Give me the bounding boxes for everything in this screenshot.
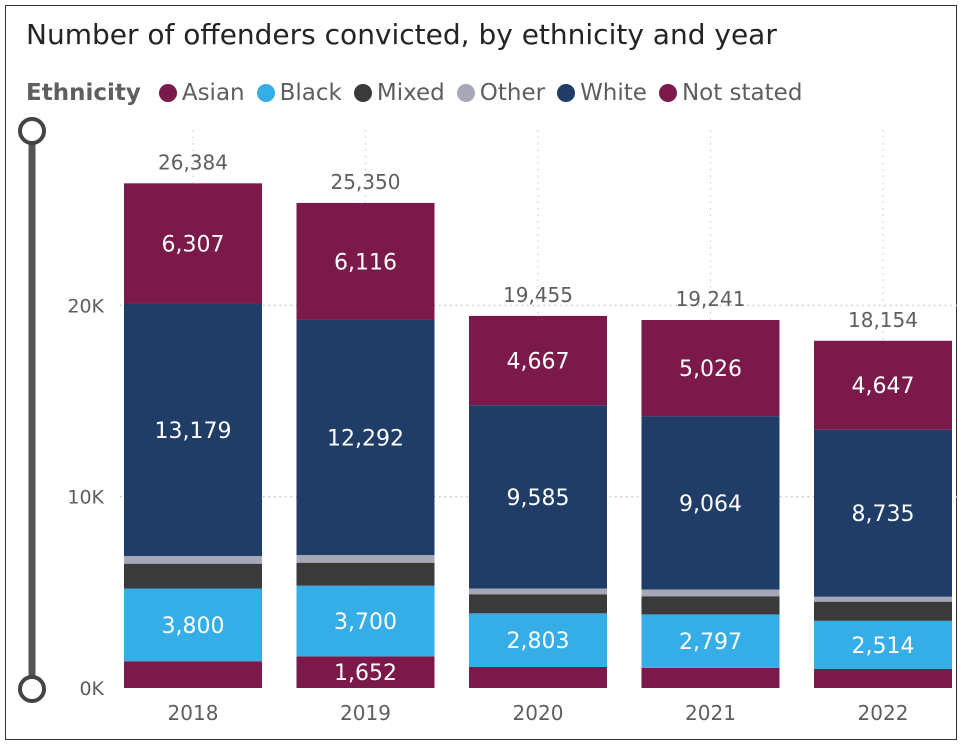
chart-title: Number of offenders convicted, by ethnic… [26,18,777,51]
bar-segment-white[interactable] [296,319,435,556]
x-tick-label: 2021 [685,701,736,725]
legend-label-asian: Asian [181,80,245,106]
bar-segment-mixed[interactable] [296,562,435,586]
x-tick-label: 2018 [168,701,219,725]
bar-segment-not-stated[interactable] [124,183,262,304]
data-label: 8,735 [852,502,915,527]
bar-segment-mixed[interactable] [814,601,952,621]
bar-segment-asian[interactable] [469,666,607,688]
bar-segment-black[interactable] [469,613,607,667]
legend: Ethnicity Asian Black Mixed Other White … [26,80,814,106]
legend-item-not-stated[interactable]: Not stated [658,80,803,106]
legend-label-not-stated: Not stated [681,80,803,106]
legend-dot-other [456,84,475,102]
data-label: 4,647 [852,374,915,399]
legend-item-mixed[interactable]: Mixed [353,80,445,106]
bar-segment-asian[interactable] [296,656,435,688]
data-label: 4,667 [507,350,570,375]
legend-dot-asian [158,84,177,102]
legend-label-mixed: Mixed [376,80,445,106]
data-label: 3,700 [334,610,397,635]
legend-item-white[interactable]: White [557,80,647,106]
legend-item-other[interactable]: Other [456,80,546,106]
data-label: 2,803 [507,629,570,654]
data-label: 2,797 [679,630,742,655]
legend-dot-white [557,84,576,102]
bar-segment-not-stated[interactable] [469,315,607,406]
total-label: 25,350 [331,170,401,194]
bar-segment-white[interactable] [124,303,262,557]
bar-segment-white[interactable] [814,429,952,597]
legend-label-black: Black [279,80,342,106]
legend-item-black[interactable]: Black [256,80,342,106]
y-tick-label: 10K [67,487,104,509]
bar-segment-other[interactable] [814,596,952,602]
bar-segment-asian[interactable] [124,661,262,688]
bar-segment-not-stated[interactable] [641,319,780,417]
bar-segment-not-stated[interactable] [814,340,952,430]
legend-label-white: White [580,80,647,106]
data-label: 13,179 [155,419,232,444]
total-label: 19,241 [676,287,746,311]
data-label: 9,064 [679,492,742,517]
data-label: 2,514 [852,634,915,659]
bar-segment-other[interactable] [469,588,607,595]
data-label: 6,116 [334,250,397,275]
bar-segment-other[interactable] [296,555,435,563]
legend-dot-not-stated [658,84,677,102]
legend-dot-mixed [353,84,372,102]
total-label: 26,384 [158,150,228,174]
bar-segment-black[interactable] [124,588,262,662]
y-tick-label: 0K [79,678,104,700]
total-label: 19,455 [503,283,573,307]
data-label: 9,585 [507,486,570,511]
data-label: 1,652 [334,661,397,686]
bar-segment-mixed[interactable] [641,596,780,615]
bar-segment-black[interactable] [296,585,435,657]
legend-dot-black [256,84,275,102]
x-tick-label: 2020 [513,701,564,725]
bar-segment-mixed[interactable] [469,594,607,614]
data-label: 5,026 [679,357,742,382]
legend-title: Ethnicity [26,80,141,106]
legend-item-asian[interactable]: Asian [158,80,245,106]
bar-segment-other[interactable] [641,589,780,597]
bar-segment-mixed[interactable] [124,563,262,589]
y-tick-label: 20K [67,295,104,317]
bar-segment-asian[interactable] [814,668,952,688]
x-tick-label: 2019 [340,701,391,725]
data-label: 3,800 [162,614,225,639]
range-slider-handle-top[interactable] [18,117,46,145]
data-label: 6,307 [162,233,225,258]
bar-segment-asian[interactable] [641,667,780,688]
bar-segment-white[interactable] [469,405,607,589]
legend-label-other: Other [479,80,546,106]
total-label: 18,154 [848,308,918,332]
range-slider-handle-bottom[interactable] [18,675,46,703]
bar-segment-not-stated[interactable] [296,202,435,320]
bar-segment-white[interactable] [641,416,780,590]
bar-segment-black[interactable] [814,620,952,669]
bar-segment-other[interactable] [124,556,262,564]
x-tick-label: 2022 [858,701,909,725]
bar-segment-black[interactable] [641,614,780,668]
data-label: 12,292 [327,426,404,451]
